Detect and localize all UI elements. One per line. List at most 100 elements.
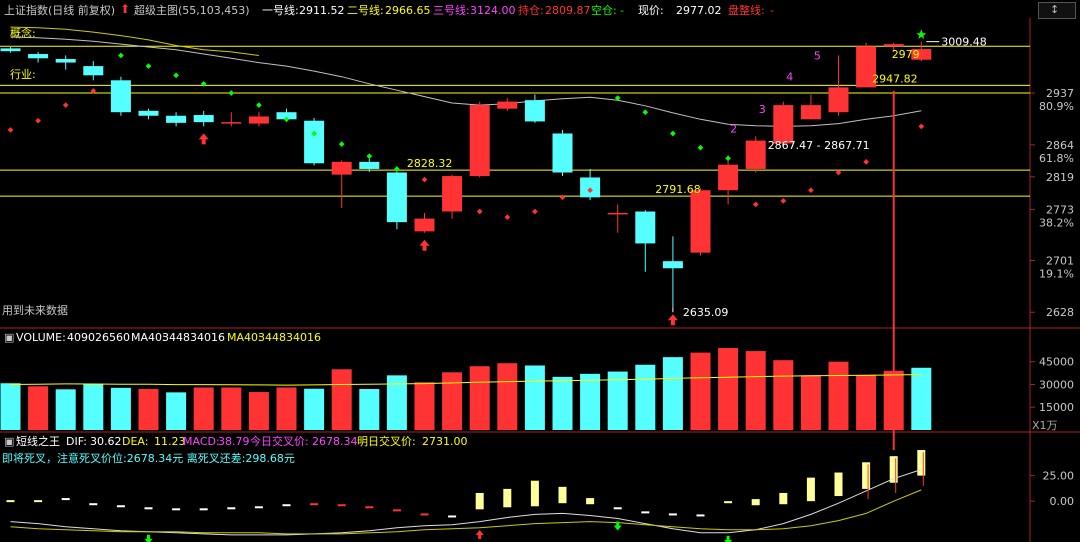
volume-bar: [856, 375, 877, 430]
candle-body: [690, 190, 711, 253]
macd-bar: [696, 514, 705, 517]
candle-body: [607, 212, 628, 215]
y-tick-label: 2819: [1046, 171, 1074, 184]
volume-bar: [248, 392, 269, 430]
volume-bar: [442, 372, 463, 430]
candle-body: [662, 261, 683, 269]
candle-body: [552, 133, 573, 173]
buy-arrow-icon: [419, 239, 430, 251]
y-tick-label: 2864: [1046, 139, 1074, 152]
wave-5-label: 5: [814, 49, 821, 62]
candle-body: [911, 49, 932, 60]
candle-body: [83, 66, 104, 76]
macd-bar: [558, 486, 567, 504]
macd-bar: [862, 462, 871, 489]
signal-dot: [366, 153, 373, 160]
candle-body: [166, 115, 187, 123]
volume-bar: [166, 392, 187, 430]
macd-bar: [503, 488, 512, 508]
volume-bar: [28, 386, 49, 430]
volume-ma40-line: [10, 374, 922, 386]
candle-body: [469, 105, 490, 177]
candle-body: [55, 59, 76, 63]
candle-body: [138, 110, 159, 116]
volume-bar: [276, 387, 297, 430]
empty-value: -: [620, 4, 624, 17]
signal-dot: [559, 194, 566, 201]
candle-body: [0, 48, 21, 52]
signal-dot: [835, 169, 842, 176]
ma40b-value: 344834016: [258, 331, 321, 344]
macd-bar: [917, 450, 926, 476]
macd-bar: [668, 513, 677, 516]
signal-dot: [504, 214, 511, 221]
signal-dot: [228, 90, 235, 96]
consol-label: 盘整线:: [728, 4, 765, 17]
ma40b-label: MA40:: [227, 331, 262, 344]
macd-bar: [61, 498, 70, 501]
range-annotation: 2867.47 - 2867.71: [768, 139, 870, 152]
signal-dot: [725, 155, 731, 162]
macd-bar: [337, 504, 346, 507]
volume-bar: [0, 383, 21, 430]
expand-button[interactable]: [1038, 2, 1076, 19]
macd-bar: [172, 508, 181, 511]
candle-body: [414, 218, 435, 232]
signal-dot: [35, 117, 41, 124]
signal-dot: [311, 130, 317, 137]
macd-bar: [282, 504, 291, 507]
volume-bar: [635, 364, 656, 430]
empty-label: 空仓:: [591, 4, 617, 17]
low-annotation: 2635.09: [683, 306, 729, 319]
volume-unit: X1万: [1032, 419, 1058, 432]
signal-dot: [90, 88, 97, 94]
expand-icon: ↕: [1050, 3, 1060, 16]
macd-bar: [310, 503, 319, 506]
candle-body: [635, 211, 656, 244]
volume-bar: [911, 367, 932, 430]
line1-value: 2911.52: [299, 4, 345, 17]
signal-dot: [587, 187, 593, 194]
level-2947-label: 2947.82: [872, 72, 918, 85]
future-data-label: 用到未来数据: [2, 304, 68, 317]
y-tick-pct-label: 38.2%: [1039, 216, 1074, 229]
y-tick-label: 2628: [1046, 306, 1074, 319]
level-2791-label: 2791.68: [655, 183, 701, 196]
buy-arrow-icon: [475, 530, 484, 539]
macd-tick-label: 0.00: [1050, 495, 1075, 508]
candle-body: [28, 54, 49, 59]
macd-bar: [254, 506, 263, 509]
macd-bar: [751, 499, 760, 506]
level-2979-label: 2979: [892, 48, 920, 61]
macd-bar: [641, 511, 650, 514]
macd-bar: [448, 515, 457, 518]
macd-bar: [199, 508, 208, 511]
candle-body: [800, 105, 821, 120]
volume-bar: [524, 365, 545, 430]
signal-dot: [200, 81, 207, 87]
today-cross-value: 2678.34: [312, 435, 358, 448]
hold-value: 2809.87: [545, 4, 591, 17]
macd-value: 38.79: [218, 435, 250, 448]
signal-dot: [614, 95, 621, 101]
volume-bar: [331, 369, 352, 430]
macd-bar: [724, 501, 733, 504]
candle-body: [580, 177, 601, 198]
volume-bar: [662, 357, 683, 430]
ma-yellow-line: [10, 26, 259, 56]
signal-dot: [532, 208, 538, 215]
sell-arrow-icon: [144, 534, 153, 542]
signal-dot: [62, 102, 69, 108]
candle-body: [276, 112, 297, 120]
macd-bar: [392, 509, 401, 512]
high-annotation: 3009.48: [941, 36, 987, 49]
macd-bar: [420, 513, 429, 516]
macd-label: MACD:: [183, 435, 220, 448]
volume-bar: [110, 387, 131, 430]
hold-label: 持仓:: [518, 4, 544, 17]
candle-body: [856, 46, 877, 88]
signal-dot: [918, 123, 925, 130]
y-tick-label: 2701: [1046, 254, 1074, 267]
macd-bar: [144, 507, 153, 510]
